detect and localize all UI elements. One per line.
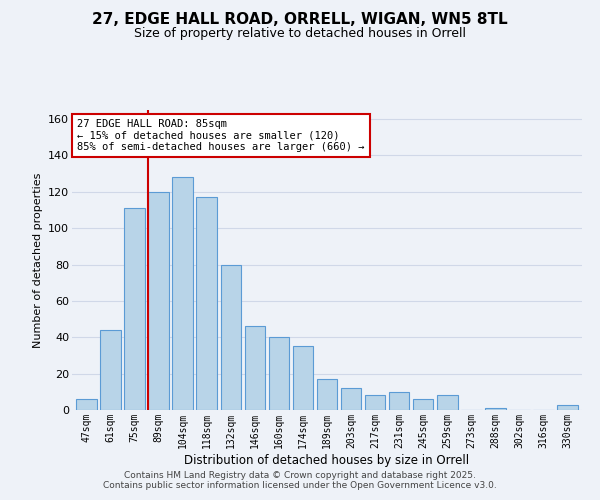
Bar — [317, 379, 337, 410]
Y-axis label: Number of detached properties: Number of detached properties — [32, 172, 43, 348]
Bar — [124, 208, 145, 410]
Bar — [148, 192, 169, 410]
Bar — [245, 326, 265, 410]
Bar — [100, 330, 121, 410]
Bar — [557, 404, 578, 410]
Bar — [485, 408, 506, 410]
Bar — [76, 399, 97, 410]
Bar — [221, 264, 241, 410]
Bar — [437, 396, 458, 410]
Bar — [269, 338, 289, 410]
Bar — [341, 388, 361, 410]
Bar — [365, 396, 385, 410]
Text: 27 EDGE HALL ROAD: 85sqm
← 15% of detached houses are smaller (120)
85% of semi-: 27 EDGE HALL ROAD: 85sqm ← 15% of detach… — [77, 119, 365, 152]
Bar — [196, 198, 217, 410]
Text: Contains HM Land Registry data © Crown copyright and database right 2025.
Contai: Contains HM Land Registry data © Crown c… — [103, 470, 497, 490]
Bar — [413, 399, 433, 410]
X-axis label: Distribution of detached houses by size in Orrell: Distribution of detached houses by size … — [184, 454, 470, 466]
Bar — [172, 178, 193, 410]
Text: Size of property relative to detached houses in Orrell: Size of property relative to detached ho… — [134, 28, 466, 40]
Bar — [389, 392, 409, 410]
Text: 27, EDGE HALL ROAD, ORRELL, WIGAN, WN5 8TL: 27, EDGE HALL ROAD, ORRELL, WIGAN, WN5 8… — [92, 12, 508, 28]
Bar — [293, 346, 313, 410]
